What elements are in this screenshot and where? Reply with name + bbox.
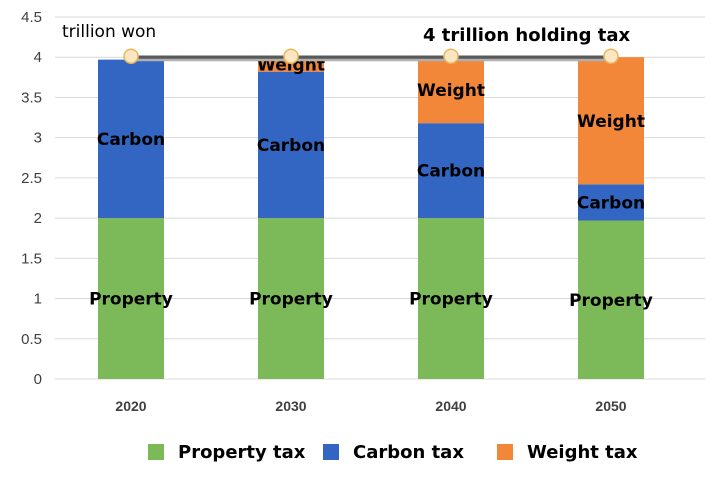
- y-axis-ticks: 0 0.5 1 1.5 2 2.5 3 3.5 4 4.5: [21, 9, 42, 388]
- reference-marker: [283, 48, 299, 64]
- bar-segment-label: Property: [409, 290, 493, 310]
- unit-label: trillion won: [62, 22, 156, 42]
- reference-marker: [123, 48, 139, 64]
- y-tick-label: 2: [34, 210, 42, 227]
- x-tick-label: 2040: [435, 398, 466, 414]
- legend: Property tax Carbon tax Weight tax: [148, 442, 638, 463]
- legend-label: Weight tax: [527, 442, 638, 463]
- bar-segment-weight: [418, 57, 484, 124]
- x-tick-label: 2030: [275, 398, 306, 414]
- bar-segment-label: Weight: [417, 81, 485, 101]
- bar-segment-property: [258, 218, 324, 379]
- legend-label: Carbon tax: [353, 442, 464, 463]
- bar-segment-label: Property: [569, 291, 653, 311]
- bars: Property Carbon Property Carbon Weight Proper…: [89, 55, 653, 379]
- bar-segment-property: [98, 218, 164, 379]
- y-tick-label: 3: [34, 130, 42, 147]
- legend-swatch: [497, 444, 513, 460]
- bar-segment-label: Property: [249, 290, 333, 310]
- y-tick-label: 4.5: [21, 9, 42, 26]
- y-tick-label: 3.5: [21, 89, 42, 106]
- y-tick-label: 0.5: [21, 331, 42, 348]
- holding-tax-annotation: 4 trillion holding tax: [423, 25, 631, 46]
- legend-swatch: [148, 444, 164, 460]
- bar-segment-label: Carbon: [97, 130, 165, 150]
- y-tick-label: 2.5: [21, 170, 42, 187]
- y-tick-label: 4: [34, 49, 42, 66]
- bar-segment-carbon: [98, 59, 164, 219]
- bar-segment-carbon: [578, 184, 644, 221]
- x-tick-label: 2020: [115, 398, 146, 414]
- x-tick-label: 2050: [595, 398, 626, 414]
- bar-segment-label: Property: [89, 290, 173, 310]
- bar-segment-property: [418, 218, 484, 379]
- bar-segment-label: Carbon: [417, 162, 485, 182]
- bar-segment-label: Carbon: [577, 193, 645, 213]
- bar-segment-label: Carbon: [257, 136, 325, 156]
- x-axis-ticks: 2020 2030 2040 2050: [115, 398, 626, 414]
- bar-segment-label: Weight: [577, 112, 645, 132]
- y-tick-label: 1: [34, 291, 42, 308]
- bar-segment-carbon: [258, 71, 324, 219]
- legend-label: Property tax: [178, 442, 306, 463]
- legend-swatch: [323, 444, 339, 460]
- reference-marker: [603, 48, 619, 64]
- reference-line-group: [123, 48, 619, 64]
- bar-segment-property: [578, 220, 644, 379]
- bar-segment-weight: [578, 57, 644, 185]
- y-tick-label: 1.5: [21, 250, 42, 267]
- y-tick-label: 0: [34, 371, 42, 388]
- bar-segment-carbon: [418, 123, 484, 219]
- reference-marker: [443, 48, 459, 64]
